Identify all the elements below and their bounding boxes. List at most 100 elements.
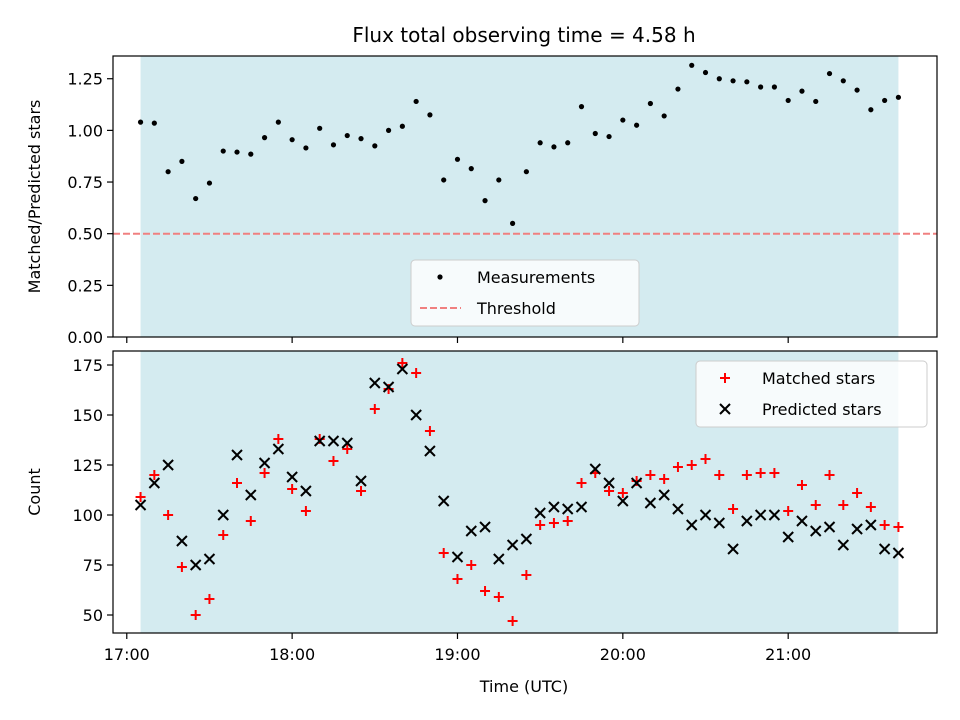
ratio-panel: 0.00 0.25 0.50 0.75 1.00 1.25 Matched/Predicte… [25,55,938,347]
predicted-star-marker [851,523,863,535]
predicted-marker-b [189,559,202,571]
predicted-star-marker [258,457,271,469]
measurement-point [578,104,585,110]
predicted-star-marker [272,443,285,455]
predicted-marker-b [148,477,161,489]
predicted-marker-b [851,523,863,535]
predicted-marker-b [534,507,546,519]
matched-star-marker [548,518,559,528]
measurement-point [620,117,626,123]
legend-box [695,360,928,428]
legend-label: Measurements [477,268,595,287]
matched-star-marker [356,486,367,496]
count-panel: 50 75 100 125 150 175 17:00 18:00 19:00 20:00 21:0… [25,350,938,664]
y-tick-label: 0.25 [67,276,103,295]
predicted-marker-b [630,477,643,489]
measurement-point [730,78,736,84]
matched-star-marker [411,368,422,378]
predicted-marker-b [672,503,684,515]
matched-star-marker [852,488,863,498]
measurement-point [826,70,833,77]
measurement-point [317,125,323,131]
matched-star-marker [493,592,504,602]
measurement-point [234,149,240,155]
predicted-star-marker [493,553,505,565]
predicted-star-marker [286,471,298,483]
matched-star-marker [424,426,435,436]
axes-frame [112,350,938,634]
matched-star-marker [741,470,752,480]
measurement-point [509,220,516,226]
predicted-star-marker [451,551,464,563]
predicted-star-marker [369,377,381,389]
matched-star-marker [576,478,587,488]
predicted-marker-b [699,509,712,521]
predicted-star-marker [686,519,698,531]
measurement-point [344,132,350,139]
legend: Matched stars Predicted stars [695,360,928,428]
predicted-marker-b [810,525,822,537]
predicted-star-marker [203,553,216,565]
predicted-star-marker [727,543,739,555]
matched-star-marker [287,484,298,494]
matched-star-marker [796,480,807,490]
measurement-point [895,94,902,100]
predicted-marker-b [754,509,767,521]
predicted-star-marker [437,495,450,507]
predicted-star-marker [424,445,436,457]
predicted-marker-b [355,475,367,487]
predicted-marker-b [424,445,436,457]
y-tick-label: 75 [83,556,103,575]
measurement-point [275,119,281,125]
legend-label: Matched stars [762,369,875,388]
measurement-point [220,148,226,154]
measurement-point [758,84,764,90]
measurement-point [854,87,860,93]
matched-star-marker [480,586,491,596]
predicted-marker-b [782,531,794,543]
matched-star-marker [149,470,160,480]
legend-label: Predicted stars [762,400,882,419]
y-tick-label: 100 [72,506,103,525]
x-tick-label: 20:00 [600,645,646,664]
matched-star-marker [466,560,477,570]
predicted-star-marker [327,435,340,447]
matched-star-marker [838,500,849,510]
legend: Measurements Threshold [410,259,640,327]
measurement-point [551,144,557,150]
chart-title: Flux total observing time = 4.58 h [352,23,695,47]
y-tick-label: 0.00 [67,328,103,347]
predicted-star-marker [217,509,229,521]
matched-star-marker [714,470,725,480]
matched-star-marker [300,506,311,516]
matched-star-marker [769,468,780,478]
measurement-point [537,140,543,146]
matched-star-marker [521,570,532,580]
predicted-star-marker [796,515,808,527]
x-tick-label: 17:00 [104,645,150,664]
matched-star-marker [824,470,835,480]
predicted-star-marker [630,477,643,489]
measurement-point [289,137,295,143]
predicted-marker-b [258,457,271,469]
predicted-marker-b [162,459,174,471]
measurement-point [785,97,791,104]
predicted-marker-b [575,501,588,513]
predicted-star-marker [658,489,670,501]
matched-star-marker [783,506,794,516]
predicted-marker-b [796,515,808,527]
measurement-point [565,140,571,146]
predicted-star-marker [768,509,781,521]
x-tick-label: 19:00 [434,645,480,664]
matched-star-marker [617,488,628,498]
matched-star-marker [259,468,270,478]
measurement-point [454,156,461,162]
matched-star-marker [342,444,353,454]
predicted-marker-b [231,449,243,461]
matched-star-marker [810,500,821,510]
legend-measurement-marker [437,274,443,280]
series-predicted-stars [134,363,905,571]
predicted-star-marker [506,539,519,551]
x-tick-label: 18:00 [269,645,315,664]
measurement-point [303,145,309,151]
